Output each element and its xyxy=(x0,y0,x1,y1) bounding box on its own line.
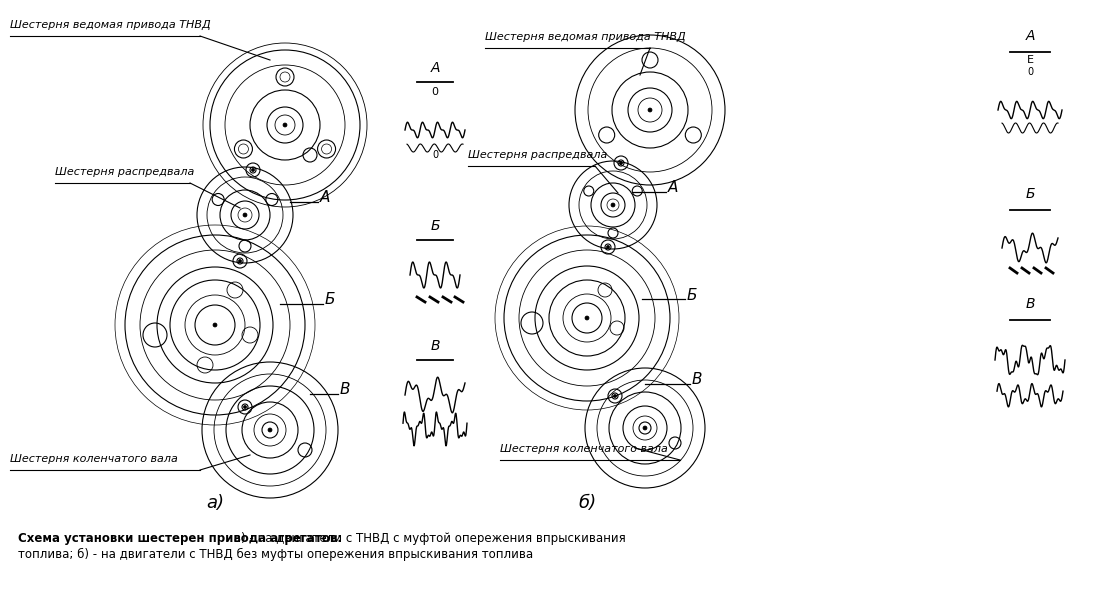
Text: Шестерня распредвала: Шестерня распредвала xyxy=(468,150,607,160)
Text: 0: 0 xyxy=(432,87,439,97)
Circle shape xyxy=(268,428,272,432)
Circle shape xyxy=(283,123,287,127)
Text: 0: 0 xyxy=(432,150,439,160)
Circle shape xyxy=(213,323,217,327)
Text: Шестерня коленчатого вала: Шестерня коленчатого вала xyxy=(500,444,668,454)
Text: Шестерня коленчатого вала: Шестерня коленчатого вала xyxy=(10,454,177,464)
Circle shape xyxy=(614,394,616,397)
Text: А: А xyxy=(1025,29,1035,43)
Text: В: В xyxy=(1025,297,1035,311)
Circle shape xyxy=(648,108,652,112)
Circle shape xyxy=(244,406,247,409)
Text: В: В xyxy=(430,339,440,353)
Text: а): а) xyxy=(206,494,224,512)
Circle shape xyxy=(606,246,609,248)
Text: Шестерня распредвала: Шестерня распредвала xyxy=(55,167,194,177)
Text: Б: Б xyxy=(1025,187,1035,201)
Text: б): б) xyxy=(577,494,596,512)
Circle shape xyxy=(619,161,623,164)
Circle shape xyxy=(251,168,255,171)
Text: А: А xyxy=(430,61,440,75)
Text: Шестерня ведомая привода ТНВД: Шестерня ведомая привода ТНВД xyxy=(10,20,210,30)
Text: А: А xyxy=(668,180,679,196)
Circle shape xyxy=(244,213,247,217)
Text: 0: 0 xyxy=(1027,67,1033,77)
Circle shape xyxy=(585,316,588,320)
Text: а) - на двигатели с ТНВД с муфтой опережения впрыскивания: а) - на двигатели с ТНВД с муфтой опереж… xyxy=(230,532,626,545)
Text: топлива; б) - на двигатели с ТНВД без муфты опережения впрыскивания топлива: топлива; б) - на двигатели с ТНВД без му… xyxy=(18,548,533,561)
Text: Б: Б xyxy=(325,292,335,308)
Text: Шестерня ведомая привода ТНВД: Шестерня ведомая привода ТНВД xyxy=(485,32,685,42)
Text: Е: Е xyxy=(1026,55,1034,65)
Text: В: В xyxy=(341,382,350,397)
Text: Б: Б xyxy=(430,219,440,233)
Text: В: В xyxy=(692,372,702,387)
Circle shape xyxy=(238,260,241,263)
Circle shape xyxy=(611,203,615,207)
Text: Схема установки шестерен привода агрегатов:: Схема установки шестерен привода агрегат… xyxy=(18,532,342,545)
Text: А: А xyxy=(320,190,331,206)
Circle shape xyxy=(642,426,647,430)
Text: Б: Б xyxy=(687,288,698,302)
